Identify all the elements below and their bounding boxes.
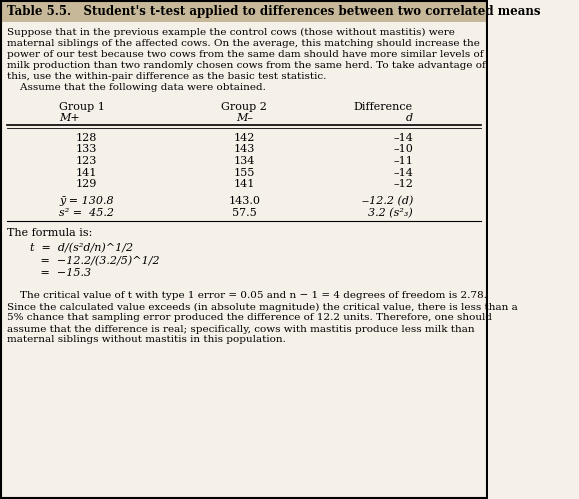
- Text: 5% chance that sampling error produced the difference of 12.2 units. Therefore, : 5% chance that sampling error produced t…: [7, 313, 492, 322]
- Text: 143: 143: [234, 145, 255, 155]
- Text: 129: 129: [76, 179, 97, 189]
- Text: Group 1: Group 1: [59, 102, 105, 112]
- Text: maternal siblings without mastitis in this population.: maternal siblings without mastitis in th…: [7, 335, 285, 344]
- Text: s² =  45.2: s² = 45.2: [59, 208, 114, 218]
- Text: d: d: [406, 113, 413, 123]
- Text: Group 2: Group 2: [222, 102, 267, 112]
- Text: 155: 155: [234, 168, 255, 178]
- Text: 143.0: 143.0: [229, 196, 261, 206]
- Text: 134: 134: [234, 156, 255, 166]
- Text: –11: –11: [393, 156, 413, 166]
- Text: 57.5: 57.5: [232, 208, 257, 218]
- Text: M–: M–: [236, 113, 253, 123]
- Text: power of our test because two cows from the same dam should have more similar le: power of our test because two cows from …: [7, 50, 483, 59]
- Text: –12: –12: [393, 179, 413, 189]
- Text: 133: 133: [76, 145, 97, 155]
- Text: t  =  d/(s²d/n)^1/2: t = d/(s²d/n)^1/2: [30, 243, 133, 253]
- Text: 141: 141: [234, 179, 255, 189]
- Text: –10: –10: [393, 145, 413, 155]
- Text: Suppose that in the previous example the control cows (those without mastitis) w: Suppose that in the previous example the…: [7, 28, 455, 37]
- Text: –14: –14: [393, 168, 413, 178]
- Text: 128: 128: [76, 133, 97, 143]
- Text: M+: M+: [59, 113, 80, 123]
- Text: maternal siblings of the affected cows. On the average, this matching should inc: maternal siblings of the affected cows. …: [7, 39, 479, 48]
- Text: =  −15.3: = −15.3: [30, 268, 91, 278]
- Text: Difference: Difference: [354, 102, 413, 112]
- Text: 141: 141: [76, 168, 97, 178]
- Text: =  −12.2/(3.2/5)^1/2: = −12.2/(3.2/5)^1/2: [30, 255, 159, 266]
- Text: milk production than two randomly chosen cows from the same herd. To take advant: milk production than two randomly chosen…: [7, 61, 486, 70]
- Text: assume that the difference is real; specifically, cows with mastitis produce les: assume that the difference is real; spec…: [7, 324, 474, 333]
- Text: ‒12.2 (d): ‒12.2 (d): [362, 196, 413, 206]
- Text: 123: 123: [76, 156, 97, 166]
- Text: Assume that the following data were obtained.: Assume that the following data were obta…: [7, 83, 266, 92]
- Text: The critical value of t with type 1 error = 0.05 and n − 1 = 4 degrees of freedo: The critical value of t with type 1 erro…: [7, 291, 486, 300]
- Text: The formula is:: The formula is:: [7, 229, 92, 239]
- Text: ȳ = 130.8: ȳ = 130.8: [59, 196, 113, 206]
- Text: this, use the within-pair difference as the basic test statistic.: this, use the within-pair difference as …: [7, 72, 326, 81]
- Text: 142: 142: [234, 133, 255, 143]
- Text: Table 5.5.   Student's t-test applied to differences between two correlated mean: Table 5.5. Student's t-test applied to d…: [7, 4, 540, 17]
- Text: –14: –14: [393, 133, 413, 143]
- Text: Since the calculated value exceeds (in absolute magnitude) the critical value, t: Since the calculated value exceeds (in a…: [7, 302, 518, 311]
- FancyBboxPatch shape: [0, 0, 488, 22]
- Text: 3.2 (s²₃): 3.2 (s²₃): [368, 208, 413, 218]
